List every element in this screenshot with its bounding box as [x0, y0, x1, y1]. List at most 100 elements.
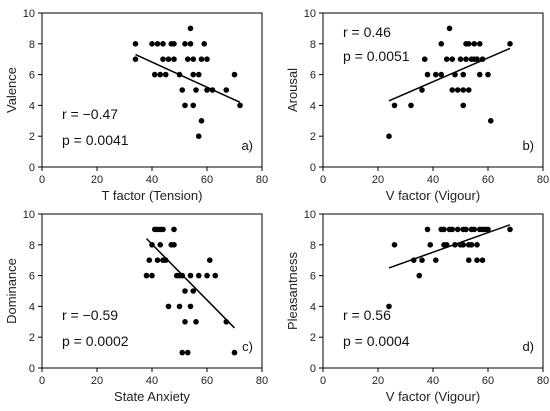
y-tick-label: 2 [29, 332, 35, 344]
y-tick-label: 0 [310, 162, 316, 174]
data-point [460, 87, 467, 93]
x-tick-label: 80 [537, 375, 549, 387]
y-tick-label: 6 [310, 271, 316, 283]
data-point [419, 257, 425, 264]
data-point [476, 41, 483, 47]
x-tick-label: 20 [372, 375, 384, 387]
y-tick-label: 8 [310, 240, 316, 252]
data-point [187, 25, 194, 32]
y-tick-label: 4 [310, 301, 316, 313]
data-point [176, 303, 183, 310]
data-point [474, 257, 480, 264]
data-point [507, 226, 513, 233]
x-tick-label: 40 [427, 174, 439, 186]
data-point [132, 41, 139, 47]
y-tick-label: 0 [29, 363, 35, 375]
x-tick-label: 60 [201, 174, 213, 186]
y-tick-label: 0 [29, 162, 35, 174]
data-point [441, 226, 447, 233]
correlation-r: r = −0.59 [62, 307, 118, 323]
data-point [154, 257, 161, 264]
data-point [427, 242, 434, 248]
x-tick-label: 80 [537, 174, 549, 186]
data-point [171, 41, 177, 47]
data-point [149, 41, 155, 47]
data-point [204, 56, 210, 62]
data-point [160, 226, 166, 233]
data-point [391, 242, 398, 248]
data-point [231, 349, 238, 356]
data-point [154, 41, 161, 47]
data-point [171, 226, 177, 233]
correlation-r: r = 0.56 [343, 307, 391, 323]
x-tick-label: 0 [39, 174, 45, 186]
data-point [424, 71, 431, 78]
panel-label: b) [522, 138, 534, 153]
panel-label: a) [241, 138, 253, 153]
data-point [190, 71, 197, 78]
y-tick-label: 2 [29, 131, 35, 143]
data-point [179, 87, 186, 93]
x-tick-label: 20 [91, 174, 103, 186]
x-tick-label: 20 [372, 174, 384, 186]
y-axis-label: Arousal [285, 68, 300, 112]
data-point [193, 319, 199, 325]
panel-label: d) [522, 339, 534, 354]
data-point [231, 71, 238, 78]
y-tick-label: 10 [23, 8, 35, 20]
y-tick-label: 0 [310, 363, 316, 375]
y-axis-label: Dominance [4, 258, 19, 324]
data-point [446, 25, 453, 32]
data-point [223, 87, 230, 93]
data-point [449, 56, 456, 62]
data-point [386, 133, 392, 139]
data-point [204, 272, 210, 279]
data-point [146, 257, 153, 264]
data-point [165, 56, 172, 62]
data-point [463, 56, 469, 62]
data-point [471, 226, 478, 233]
y-tick-label: 8 [310, 39, 316, 51]
data-point [485, 226, 491, 233]
p-value: p = 0.0004 [343, 333, 410, 349]
x-tick-label: 20 [91, 375, 103, 387]
data-point [237, 102, 243, 109]
p-value: p = 0.0002 [62, 333, 129, 349]
p-value: p = 0.0051 [343, 48, 410, 64]
data-point [190, 288, 197, 294]
y-tick-label: 2 [310, 131, 316, 143]
panel-label: c) [242, 339, 253, 354]
data-point [171, 242, 177, 248]
x-tick-label: 40 [146, 174, 158, 186]
y-tick-label: 4 [29, 100, 35, 112]
data-point [149, 272, 155, 279]
correlation-r: r = 0.46 [343, 24, 391, 40]
data-point [182, 319, 188, 325]
data-point [160, 56, 166, 62]
data-point [193, 87, 199, 93]
x-tick-label: 80 [256, 375, 268, 387]
data-point [432, 257, 439, 264]
data-point [507, 41, 513, 47]
data-point [187, 41, 194, 47]
regression-line [145, 238, 236, 329]
data-point [449, 226, 456, 233]
data-point [424, 226, 431, 233]
data-point [454, 87, 461, 93]
scatter-panel: 0 20 40 60 80 0 2 4 6 8 10 V factor (Vigour) Pleasan… [285, 209, 549, 404]
y-tick-label: 6 [29, 70, 35, 82]
y-axis-label: Valence [4, 67, 19, 113]
x-axis-label: State Anxiety [114, 389, 190, 404]
data-point [474, 56, 480, 62]
data-point [171, 56, 177, 62]
data-point [195, 272, 202, 279]
data-point [421, 56, 428, 62]
data-point [162, 71, 169, 78]
data-point [190, 102, 197, 109]
data-point [151, 71, 158, 78]
data-point [408, 102, 414, 109]
data-point [386, 303, 392, 310]
data-point [471, 41, 478, 47]
y-tick-label: 4 [310, 100, 316, 112]
data-point [190, 56, 197, 62]
